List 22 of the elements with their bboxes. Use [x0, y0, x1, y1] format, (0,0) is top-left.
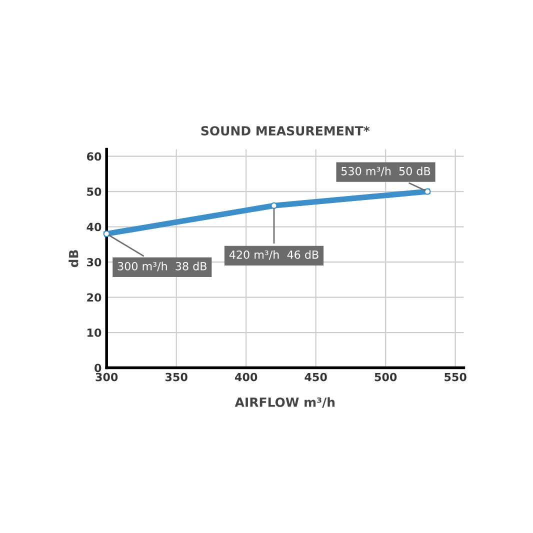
x-tick-label: 500 [374, 372, 397, 382]
x-tick-label: 400 [235, 372, 258, 382]
x-tick-label: 550 [444, 372, 466, 382]
y-tick-label: 50 [87, 188, 102, 196]
annotation: 300 m³/h 38 dB [118, 262, 206, 272]
y-tick-label: 40 [86, 222, 102, 232]
y-tick-label: 30 [87, 258, 102, 266]
point [424, 188, 431, 195]
x-tick-label: 350 [165, 372, 188, 382]
point [103, 230, 110, 238]
y-tick-label: 20 [87, 293, 102, 302]
point [270, 202, 278, 209]
y-tick-label: 0 [94, 364, 102, 372]
annotation: 530 m³/h 50 dB [342, 166, 430, 176]
x-tick-label: 300 [96, 372, 118, 382]
x-axis-title: AIRFLOW m³/h [234, 397, 335, 408]
x-tick-label: 450 [304, 372, 327, 382]
y-axis-title: dB [68, 250, 78, 268]
chart-title: SOUND MEASUREMENT* [201, 126, 370, 136]
annotation: 420 m³/h 46 dB [229, 250, 318, 260]
y-tick-label: 60 [86, 152, 102, 161]
y-tick-label: 10 [88, 328, 102, 337]
